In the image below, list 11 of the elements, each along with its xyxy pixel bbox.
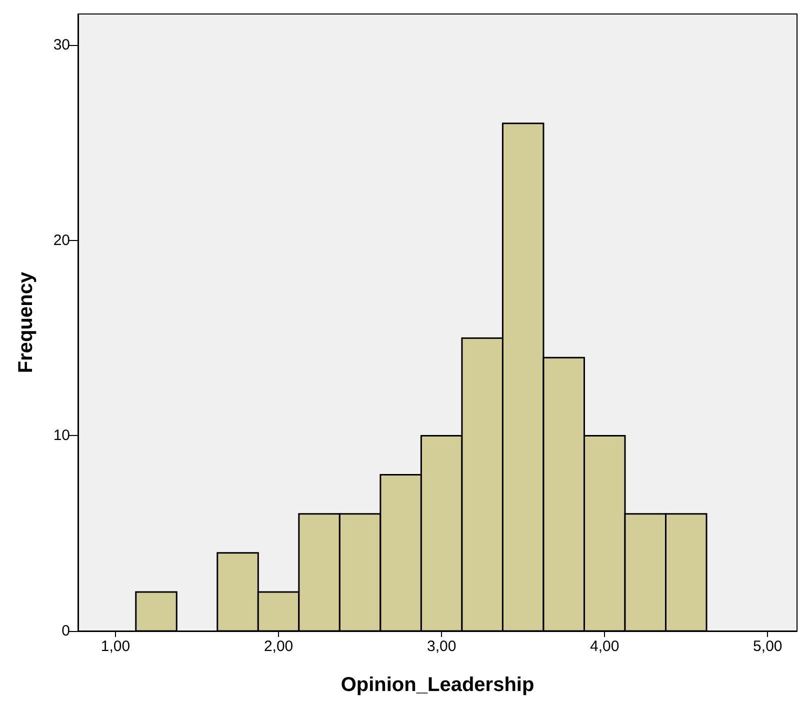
x-tick-label: 5,00 <box>753 638 782 655</box>
x-tick-label: 3,00 <box>426 638 456 655</box>
y-axis-title: Frequency <box>15 271 37 374</box>
y-tick-label: 20 <box>53 232 70 249</box>
y-tick-label: 0 <box>62 622 70 640</box>
y-tick-label: 10 <box>53 427 70 444</box>
x-tick-label: 1,00 <box>100 638 130 655</box>
x-axis-title: Opinion_Leadership <box>340 674 534 696</box>
y-tick-label: 30 <box>53 36 70 54</box>
x-tick-label: 4,00 <box>590 638 620 655</box>
x-tick-label: 2,00 <box>264 638 294 655</box>
